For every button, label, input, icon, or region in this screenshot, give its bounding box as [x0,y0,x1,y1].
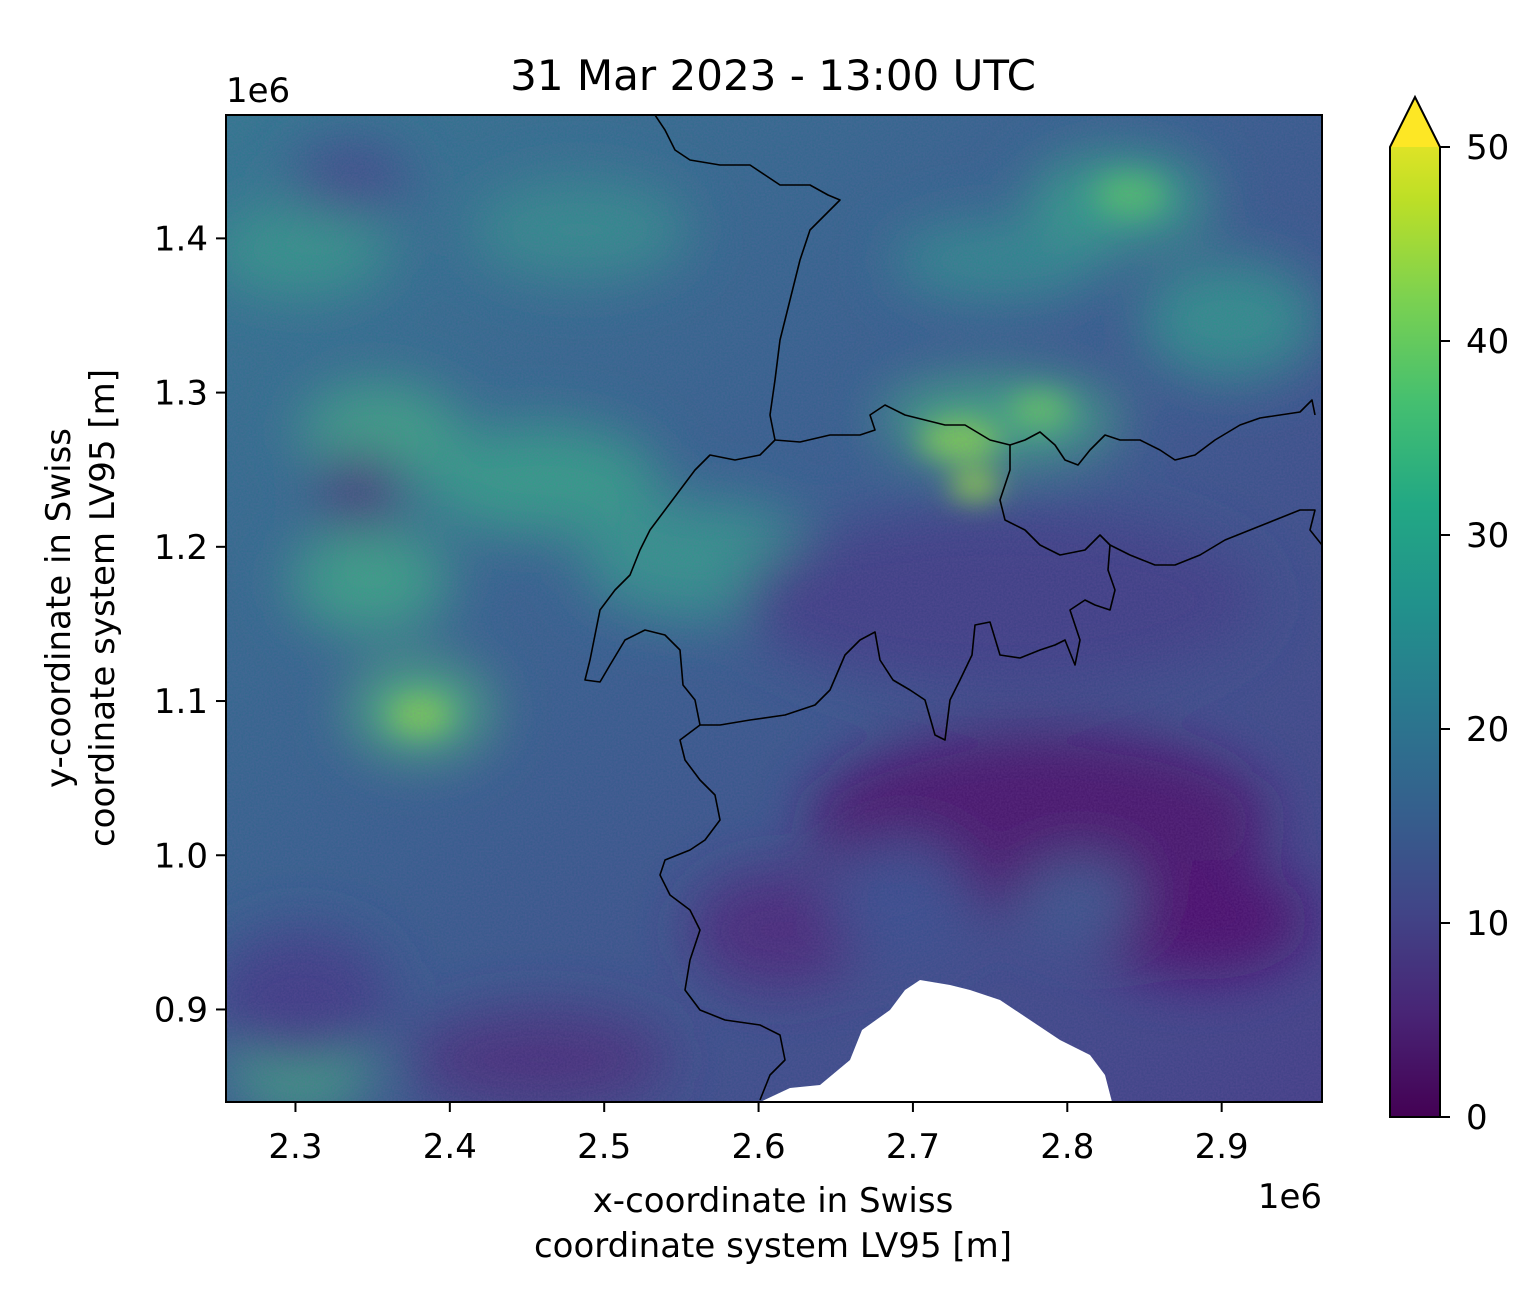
colorbar-tick-label: 50 [1466,128,1509,168]
y-tick-label: 1.2 [154,528,208,568]
map-raster [226,115,1322,1102]
x-tick-label: 2.4 [423,1127,477,1167]
border-austria-italy [1109,509,1322,566]
x-tick-label: 2.9 [1195,1127,1249,1167]
y-offset-text: 1e6 [226,71,290,111]
colorbar-ticks: 0 10 20 30 40 50 [1440,128,1509,1138]
country-borders [584,115,1322,1101]
border-swiss-west [584,439,776,726]
x-tick-label: 2.3 [268,1127,322,1167]
colorbar-tick-label: 30 [1466,516,1509,556]
colorbar-tick-label: 10 [1466,904,1509,944]
colorbar-extend-arrow [1390,97,1440,147]
x-axis-label-line2: coordinate system LV95 [m] [534,1226,1012,1266]
y-axis-ticks: 0.9 1.0 1.1 1.2 1.3 1.4 [154,219,226,1030]
y-tick-label: 1.1 [154,682,208,722]
colorbar-tick-label: 40 [1466,322,1509,362]
y-tick-label: 1.3 [154,374,208,414]
x-offset-text: 1e6 [1258,1177,1322,1217]
chart-title: 31 Mar 2023 - 13:00 UTC [510,51,1036,100]
y-tick-label: 1.4 [154,219,208,259]
x-tick-label: 2.6 [732,1127,786,1167]
x-axis-label: x-coordinate in Swiss coordinate system … [534,1181,1012,1266]
y-axis-label: y-coordinate in Swiss coordinate system … [39,369,123,847]
x-tick-label: 2.5 [577,1127,631,1167]
x-axis-label-line1: x-coordinate in Swiss [593,1181,954,1221]
plot-frame [225,114,1323,1103]
border-swiss-south [700,445,1116,741]
y-tick-label: 0.9 [154,990,208,1030]
colorbar-outline [1389,94,1441,1118]
colorbar-tick-label: 0 [1466,1098,1488,1138]
x-tick-label: 2.8 [1040,1127,1094,1167]
x-tick-label: 2.7 [886,1127,940,1167]
no-data-region [760,980,1112,1102]
border-france-italy [659,724,786,1101]
colorbar: 0 10 20 30 40 50 [1389,94,1509,1138]
colorbar-tick-label: 20 [1466,710,1509,750]
border-swiss-north [774,399,1316,466]
border-france-germany [654,115,841,441]
x-axis-ticks: 2.3 2.4 2.5 2.6 2.7 2.8 2.9 [268,1102,1249,1167]
y-tick-label: 1.0 [154,836,208,876]
y-axis-label-line1: y-coordinate in Swiss [39,428,79,788]
y-axis-label-line2: coordinate system LV95 [m] [83,369,123,847]
colorbar-body [1390,97,1440,1117]
